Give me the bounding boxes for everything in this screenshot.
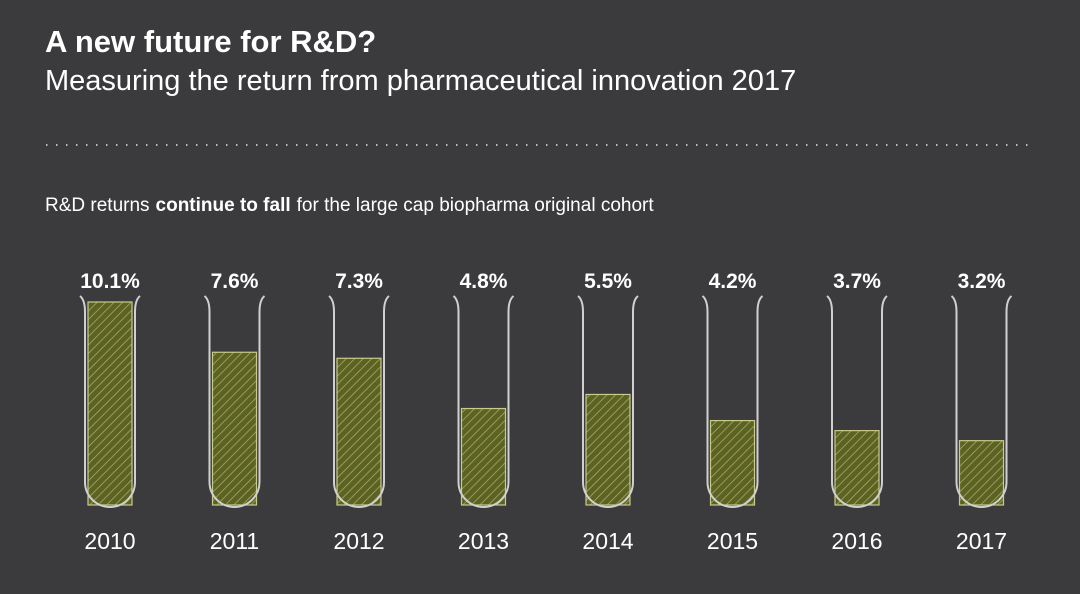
bar <box>460 407 507 506</box>
x-tick-label: 2016 <box>831 528 882 554</box>
value-label: 7.3% <box>335 270 383 293</box>
annotation-text: for the large cap biopharma original coh… <box>297 195 655 216</box>
annotation: R&D returns continue to fall for the large… <box>45 195 654 216</box>
x-tick-label: 2014 <box>582 528 633 554</box>
test-tube <box>826 295 888 508</box>
x-tick-label: 2017 <box>956 528 1007 554</box>
value-label: 4.8% <box>460 270 508 293</box>
test-tube <box>577 295 639 508</box>
bar <box>211 351 258 506</box>
x-tick-label: 2015 <box>707 528 758 554</box>
test-tube <box>328 295 390 508</box>
chart-subtitle: Measuring the return from pharmaceutical… <box>45 65 796 97</box>
test-tube <box>203 295 266 508</box>
value-label: 10.1% <box>80 270 140 293</box>
x-tick-label: 2013 <box>458 528 509 554</box>
value-label: 3.2% <box>958 270 1006 293</box>
bar <box>709 419 756 506</box>
value-label: 5.5% <box>584 270 632 293</box>
test-tube <box>950 295 1013 508</box>
bar <box>87 301 133 506</box>
value-label: 4.2% <box>709 270 757 293</box>
value-label: 3.7% <box>833 270 881 293</box>
value-label: 7.6% <box>211 270 259 293</box>
x-tick-label: 2010 <box>84 528 135 554</box>
annotation-text: R&D returns <box>45 195 150 216</box>
test-tube <box>452 295 515 508</box>
chart-title: A new future for R&D? <box>45 24 376 59</box>
annotation-emphasis: continue to fall <box>156 195 291 216</box>
x-tick-label: 2011 <box>210 528 259 554</box>
x-tick-label: 2012 <box>333 528 384 554</box>
bar <box>336 357 382 506</box>
test-tube <box>701 295 764 508</box>
bar <box>958 440 1005 506</box>
bar <box>834 430 880 506</box>
test-tube <box>79 295 141 508</box>
bar <box>585 393 631 506</box>
